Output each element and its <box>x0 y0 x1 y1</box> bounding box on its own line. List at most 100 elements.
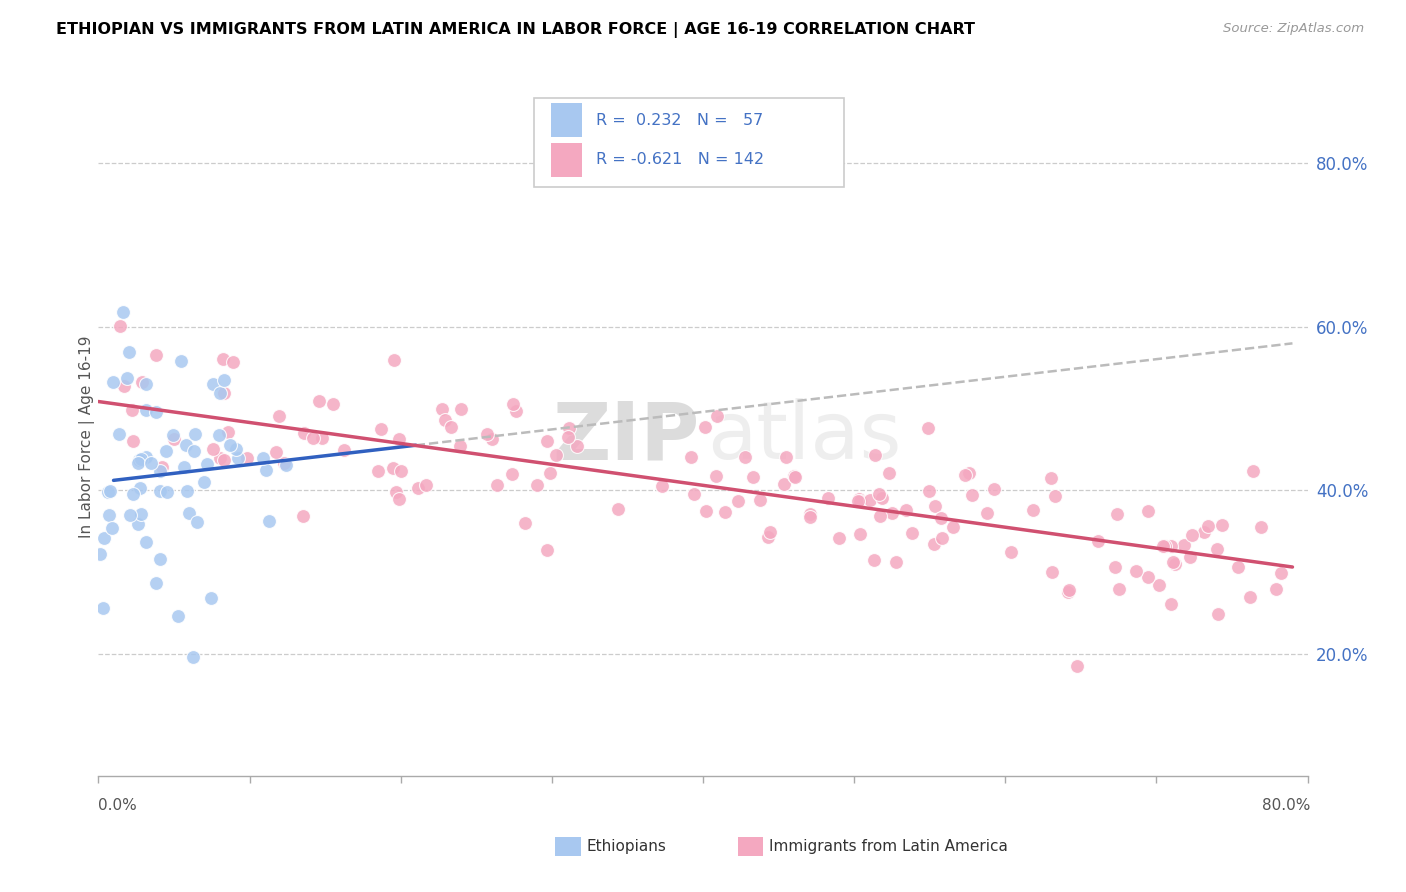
Point <box>108 318 131 333</box>
Point <box>475 426 498 441</box>
Point <box>128 453 150 467</box>
Point <box>942 520 965 534</box>
Point <box>174 438 197 452</box>
Point <box>208 450 231 465</box>
Point <box>135 402 157 417</box>
Point <box>983 482 1005 496</box>
Point <box>89 547 111 561</box>
Point <box>1104 560 1126 574</box>
Text: 0.0%: 0.0% <box>98 798 138 814</box>
Point <box>651 479 673 493</box>
Point <box>177 507 200 521</box>
Point <box>311 431 333 445</box>
Point <box>149 464 172 478</box>
Point <box>727 494 749 508</box>
Point <box>332 442 354 457</box>
Point <box>214 452 236 467</box>
Point <box>869 508 891 523</box>
Point <box>1264 582 1286 596</box>
Point <box>1173 538 1195 552</box>
Point <box>217 425 239 440</box>
Point <box>170 353 193 368</box>
Point <box>406 481 429 495</box>
Point <box>486 477 509 491</box>
Point <box>122 487 145 501</box>
Point <box>558 420 581 434</box>
Y-axis label: In Labor Force | Age 16-19: In Labor Force | Age 16-19 <box>79 335 96 539</box>
Point <box>1022 502 1045 516</box>
Point <box>546 448 568 462</box>
Point <box>97 485 120 500</box>
Point <box>1154 539 1177 553</box>
Text: 80.0%: 80.0% <box>1263 798 1310 814</box>
Point <box>212 374 235 388</box>
Point <box>1211 517 1233 532</box>
Point <box>91 601 114 615</box>
Point <box>1149 577 1171 591</box>
Point <box>145 405 167 419</box>
Point <box>415 478 437 492</box>
Point <box>292 426 315 441</box>
Point <box>1161 555 1184 569</box>
Point <box>202 377 225 392</box>
Point <box>1043 489 1066 503</box>
Point <box>145 348 167 362</box>
Point <box>222 355 245 369</box>
Point <box>163 432 186 446</box>
Point <box>274 458 297 473</box>
Point <box>101 375 124 389</box>
Point <box>976 506 998 520</box>
Point <box>212 385 235 400</box>
Point <box>212 352 235 367</box>
Point <box>683 487 706 501</box>
Point <box>870 491 893 505</box>
Point <box>167 609 190 624</box>
Point <box>254 463 277 477</box>
Point <box>139 456 162 470</box>
Point <box>122 434 145 449</box>
Point <box>150 460 173 475</box>
Point <box>382 352 405 367</box>
Point <box>176 483 198 498</box>
Point <box>734 450 756 465</box>
Point <box>1087 534 1109 549</box>
Point <box>201 442 224 456</box>
Text: Immigrants from Latin America: Immigrants from Latin America <box>769 839 1008 854</box>
Point <box>1039 471 1062 485</box>
Point <box>1136 504 1159 518</box>
Point <box>186 515 208 529</box>
Point <box>929 510 952 524</box>
Point <box>209 386 232 401</box>
Point <box>183 444 205 458</box>
Point <box>273 456 295 470</box>
Point <box>924 499 946 513</box>
Point <box>1056 585 1078 599</box>
Point <box>799 507 821 521</box>
Point <box>135 535 157 549</box>
Point <box>129 482 152 496</box>
Point <box>1180 550 1202 565</box>
Point <box>156 485 179 500</box>
Text: atlas: atlas <box>707 398 901 476</box>
Point <box>430 402 453 417</box>
Point <box>1160 598 1182 612</box>
Point <box>101 521 124 535</box>
Point <box>225 442 247 456</box>
Point <box>226 450 249 465</box>
Point <box>1136 569 1159 583</box>
Point <box>98 508 121 522</box>
Point <box>382 460 405 475</box>
Point <box>1197 519 1219 533</box>
Point <box>264 445 287 459</box>
Point <box>1164 558 1187 572</box>
Point <box>515 516 537 530</box>
Point <box>1241 464 1264 478</box>
Point <box>208 427 231 442</box>
Point <box>1057 583 1080 598</box>
Point <box>135 376 157 391</box>
Point <box>782 468 804 483</box>
Point <box>98 483 121 498</box>
Point <box>155 444 177 458</box>
Point <box>1040 565 1063 579</box>
Point <box>918 484 941 499</box>
